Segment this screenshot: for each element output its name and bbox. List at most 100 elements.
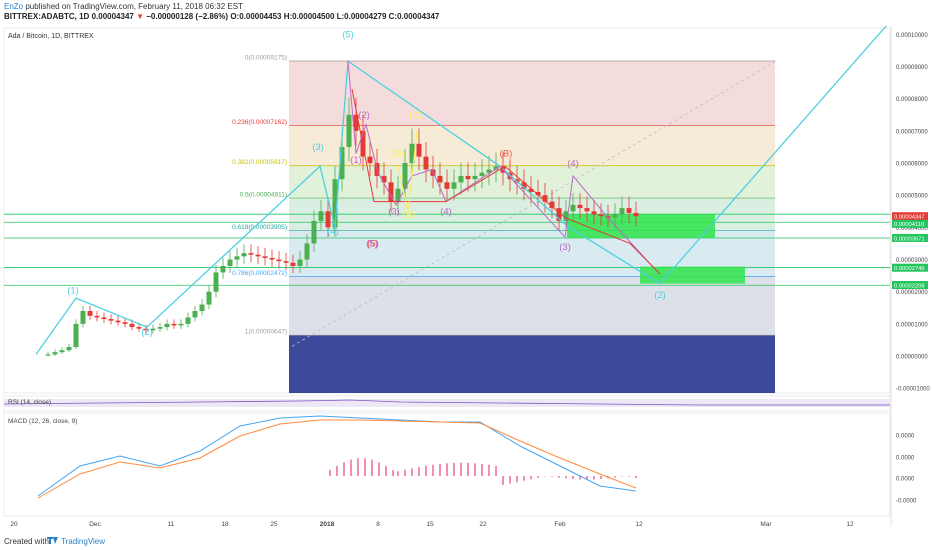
candle-body [381,175,387,183]
candle-body [311,220,317,244]
candle-body [199,304,205,311]
tradingview-brand[interactable]: TradingView [61,537,106,546]
candle-body [157,327,163,329]
chart-header: EnZo published on TradingView.com, Febru… [0,0,932,22]
target-zone-upper [567,214,715,238]
candle-body [192,310,198,318]
rsi-line [3,399,890,406]
price-label: 0.00002208 [894,283,925,289]
price-label-box [892,263,928,272]
rsi-band [4,399,890,407]
candle-body [332,179,338,228]
wave-label: (C) [409,110,422,121]
candle-body [577,204,583,209]
y-tick-label: 0.00004000 [896,226,928,232]
y-tick-label: 0.00001000 [896,322,928,328]
fib-label: 0.236(0.00007162) [232,119,287,126]
y-tick-label: 0.00000000 [896,355,928,361]
candle-body [80,310,86,324]
candle-body [437,175,443,183]
candle-body [276,259,282,262]
footer: Created with TradingView [0,533,932,550]
candle-body [472,175,478,180]
candle-body [59,350,65,353]
publish-info: published on TradingView.com, February 1… [25,2,243,11]
candle-body [465,175,471,180]
wave-label: (4) [440,207,452,218]
publish-line: EnZo published on TradingView.com, Febru… [4,2,243,11]
candle-body [486,169,492,173]
y-tick-label: 0.00003000 [896,258,928,264]
y-tick-label: 0.00009000 [896,65,928,71]
candle-body [122,322,128,324]
candle-body [584,208,590,212]
price-label: 0.00002746 [894,266,925,272]
candle-body [73,323,79,348]
rsi-label: RSI (14, close) [8,399,51,406]
candle-body [542,195,548,202]
candle-body [185,317,191,324]
sub-wave-line [347,61,656,270]
candle-body [150,328,156,331]
candle-body [290,262,296,266]
candle-body [528,188,534,193]
candle-body [297,259,303,266]
x-tick-label: 2018 [320,521,335,528]
candle-body [171,323,177,326]
created-with-label: Created with [4,537,49,546]
candle-body [633,212,639,217]
fib-label: 0.618(0.00003905) [232,224,287,231]
red-wave-line [351,89,661,275]
candle-body [493,166,499,170]
candle-body [206,291,212,305]
candle-body [395,188,401,202]
candle-body [262,256,268,258]
candle-body [318,211,324,221]
x-tick-label: 15 [426,521,434,528]
fib-label: 0.5(0.00004911) [240,192,287,199]
fib-label: 1(0.00000647) [245,329,287,336]
candle-body [227,259,233,266]
macd-line [37,415,637,497]
candle-body [213,272,219,292]
y-tick-label: 0.00008000 [896,97,928,103]
wave-label: (4) [567,158,579,169]
price-label-box [892,212,928,221]
chart-area[interactable]: 0(0.00009175) 0.236(0.00007162) 0.382(0.00… [0,26,932,536]
price-label: 0.00004347 [894,215,925,221]
candle-body [402,163,408,189]
candle-body [304,243,310,260]
wave-label: (1) [350,155,362,166]
x-tick-label: 8 [376,521,380,528]
abc-wave-line [397,130,418,212]
candle-body [94,315,100,318]
chart-title: Ada / Bitcoin, 1D, BITTREX [8,33,94,40]
candle-body [339,146,345,180]
wave-label: (2) [358,110,370,121]
symbol-label: BITTREX:ADABTC, 1D [4,12,90,21]
wave-label: (B) [500,149,513,160]
x-tick-label: 12 [635,521,643,528]
x-tick-label: Dec [89,521,101,528]
wave-label: (2) [654,290,666,301]
wave-label: (4) [327,226,339,237]
candle-body [626,208,632,213]
macd-label: MACD (12, 26, close, 9) [8,418,77,425]
fib-label: 0(0.00009175) [245,54,287,61]
author-name[interactable]: EnZo [4,2,24,11]
price-label-box [892,219,928,228]
candle-body [549,201,555,209]
wave-label: (2) [141,327,153,338]
price-label: 0.00003671 [894,236,925,242]
y-tick-label: -0.00001000 [896,387,930,393]
fib-zone [289,60,775,126]
candle-body [129,323,135,328]
price-chart[interactable]: 0(0.00009175) 0.236(0.00007162) 0.382(0.00… [0,26,932,536]
y-tick-label: 0.00005000 [896,194,928,200]
signal-line [37,419,637,499]
symbol-line: BITTREX:ADABTC, 1D 0.00004347 ▼ −0.00000… [4,12,439,21]
candle-body [598,214,604,217]
price-change: −0.00000128 (−2.86%) [146,12,229,21]
x-tick-label: 22 [479,521,487,528]
wave-label: (B) [403,210,416,221]
